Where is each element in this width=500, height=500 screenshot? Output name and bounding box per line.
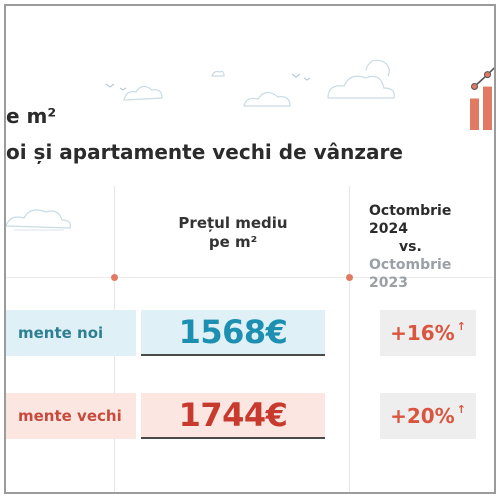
change-new-apartments: +16% ↑ xyxy=(380,310,476,356)
bar-chart-icon xyxy=(470,67,494,130)
page-subtitle-text: oi și apartamente vechi de vânzare xyxy=(6,140,403,164)
compare-header-line3: Octombrie 2023 xyxy=(369,257,452,291)
infographic-frame: e m² oi și apartamente vechi de vânzare … xyxy=(4,4,496,494)
chart-icon-bar xyxy=(483,86,492,130)
divider-dot xyxy=(346,274,353,281)
page-subtitle: oi și apartamente vechi de vânzare xyxy=(6,140,411,164)
price-header-line1: Prețul mediu xyxy=(178,214,288,232)
row-label-new-apartments: mente noi xyxy=(6,310,136,356)
column-divider xyxy=(349,186,350,492)
price-header-line2: pe m² xyxy=(208,233,258,251)
cloud-icon xyxy=(105,59,395,107)
bird-icon xyxy=(105,73,311,91)
compare-header-line2: vs. xyxy=(399,239,422,255)
cloud-icon xyxy=(6,209,71,231)
chart-icon-dot xyxy=(484,71,491,79)
price-new-apartments: 1568€ xyxy=(141,310,325,356)
chart-icon-dot xyxy=(471,83,478,90)
compare-column-header: Octombrie 2024 vs. Octombrie 2023 xyxy=(369,202,494,292)
arrow-up-icon: ↑ xyxy=(456,402,466,416)
divider-dot xyxy=(111,274,118,281)
price-old-apartments: 1744€ xyxy=(141,393,325,439)
change-value: +16% xyxy=(390,321,455,345)
row-label-old-apartments: mente vechi xyxy=(6,393,136,439)
page-title: e m² xyxy=(6,104,57,128)
price-column-header: Prețul mediu pe m² xyxy=(146,214,320,252)
compare-header-line1: Octombrie 2024 xyxy=(369,203,452,237)
change-old-apartments: +20% ↑ xyxy=(380,393,476,439)
header-divider xyxy=(6,277,494,278)
arrow-up-icon: ↑ xyxy=(456,319,466,333)
change-value: +20% xyxy=(390,404,455,428)
chart-icon-bar xyxy=(470,98,479,130)
